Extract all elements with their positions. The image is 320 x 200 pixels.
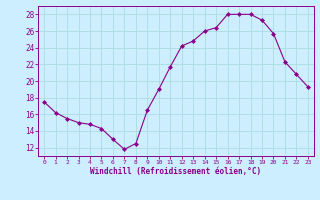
X-axis label: Windchill (Refroidissement éolien,°C): Windchill (Refroidissement éolien,°C) <box>91 167 261 176</box>
